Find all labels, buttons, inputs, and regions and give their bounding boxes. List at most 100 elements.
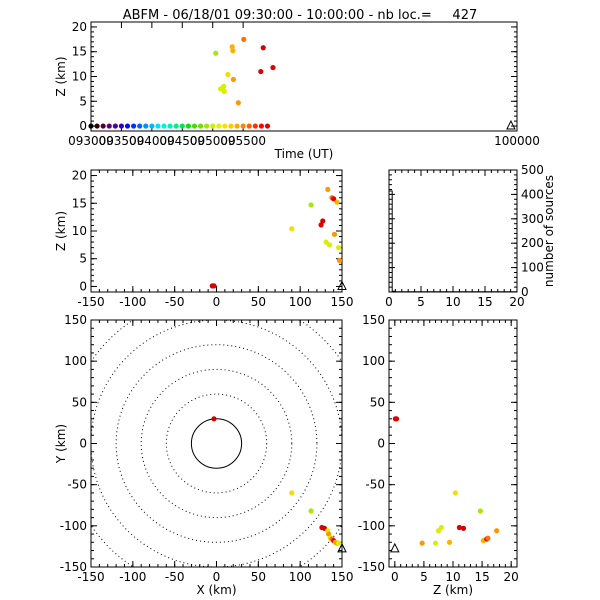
histogram-ytick-label: 200 [521, 236, 544, 250]
station-triangle [337, 280, 347, 290]
source-point [446, 539, 453, 545]
plan-view-panel: -150 -100 -50 0 50 100 150 -150 -100 -50 0 50 100 150… [54, 313, 354, 597]
time-marker [222, 123, 228, 129]
time-marker [234, 123, 240, 129]
source-point [435, 528, 442, 534]
plan-view-xtick-label: 0 [213, 570, 221, 584]
x-height-xtick-label: -100 [119, 295, 146, 309]
time-marker [161, 123, 167, 129]
height-y-xlabel: Z (km) [433, 583, 473, 597]
time-height-frame [90, 21, 518, 132]
source-point [289, 226, 295, 232]
histogram-line [389, 190, 517, 293]
height-y-xtick-label: 5 [420, 570, 428, 584]
source-point [235, 100, 241, 106]
x-height-ytick-label: 10 [72, 224, 87, 238]
source-point [289, 490, 295, 496]
time-marker [246, 123, 252, 129]
source-point [230, 76, 237, 83]
source-point [326, 242, 333, 248]
source-point [419, 540, 425, 546]
height-y-xtick-label: 0 [391, 570, 399, 584]
source-point [241, 36, 247, 42]
plan-view-ytick-label: 0 [79, 437, 87, 451]
source-point [393, 416, 400, 422]
time-height-xtick-label: 095000 [190, 134, 236, 148]
source-point [211, 283, 217, 289]
x-height-xtick-label: -150 [77, 295, 104, 309]
source-point [334, 199, 340, 205]
source-point [336, 245, 342, 251]
x-height-panel: -150 -100 -50 0 50 100 150 0 5 10 15 20 Z (km) [54, 169, 353, 309]
x-height-ytick-label: 5 [79, 252, 87, 266]
plan-view-xlabel: X (km) [196, 583, 236, 597]
source-point [336, 257, 343, 263]
source-point [225, 71, 231, 78]
source-point [308, 202, 314, 208]
time-marker [204, 123, 210, 129]
time-marker [216, 123, 222, 129]
plan-view-xtick-label: -150 [77, 570, 104, 584]
time-height-xtick-label: 093000 [68, 134, 114, 148]
source-point [230, 48, 236, 54]
range-ring [115, 344, 318, 543]
time-height-xtick-label: 093500 [99, 134, 145, 148]
source-point [494, 528, 500, 534]
height-y-ytick-label: -50 [365, 478, 385, 492]
range-ring [140, 368, 293, 519]
histogram-ytick-label: 300 [521, 212, 544, 226]
time-height-ytick-label: 10 [72, 70, 87, 84]
x-height-ylabel: Z (km) [54, 211, 68, 251]
time-height-ylabel: Z (km) [54, 56, 68, 96]
height-y-ytick-label: -150 [358, 560, 385, 574]
height-y-ytick-label: -100 [358, 519, 385, 533]
time-marker [100, 123, 106, 129]
height-y-ytick-label: 0 [377, 437, 385, 451]
source-point [260, 45, 266, 51]
plan-view-ytick-label: -150 [60, 560, 87, 574]
time-marker [149, 123, 155, 129]
figure-title: ABFM - 06/18/01 09:30:00 - 10:00:00 - nb… [123, 8, 478, 23]
range-ring [165, 393, 268, 494]
height-y-ytick-label: 100 [362, 354, 385, 368]
source-point [213, 50, 219, 56]
source-point [308, 508, 314, 514]
time-height-ytick-label: 20 [72, 20, 87, 34]
time-marker [94, 123, 100, 129]
time-marker [112, 123, 118, 129]
histogram-xtick-label: 15 [477, 295, 492, 309]
range-ring [91, 320, 342, 567]
time-height-xtick-label: 095500 [220, 134, 266, 148]
plan-view-frame [90, 319, 343, 568]
plan-view-ytick-label: -100 [60, 519, 87, 533]
time-marker [173, 123, 179, 129]
height-y-ytick-label: 150 [362, 313, 385, 327]
plan-view-xtick-label: 100 [289, 570, 312, 584]
height-y-xtick-label: 20 [504, 570, 519, 584]
plan-view-xtick-label: 50 [251, 570, 266, 584]
source-point [438, 524, 444, 531]
time-height-xtick-label: 094000 [129, 134, 175, 148]
time-height-ytick-label: 5 [79, 94, 87, 108]
source-point [325, 186, 331, 193]
plan-view-xtick-label: 150 [331, 570, 354, 584]
time-height-ytick-label: 0 [79, 119, 87, 133]
height-y-panel: 0 5 10 15 20 -150 -100 -50 0 50 100 150 Z (km) [358, 313, 519, 597]
time-marker [118, 123, 125, 129]
station-triangle [337, 542, 347, 553]
plan-view-ytick-label: 50 [72, 395, 87, 409]
time-height-xtick-label: 094500 [159, 134, 205, 148]
time-marker [240, 123, 246, 129]
time-marker [191, 123, 198, 129]
x-height-ytick-label: 20 [72, 169, 87, 183]
time-marker [106, 123, 112, 129]
station-triangle [390, 542, 400, 553]
time-marker [179, 123, 185, 129]
x-height-xtick-label: -50 [165, 295, 185, 309]
source-point [211, 416, 217, 422]
source-point [331, 231, 338, 237]
source-point [221, 83, 227, 90]
